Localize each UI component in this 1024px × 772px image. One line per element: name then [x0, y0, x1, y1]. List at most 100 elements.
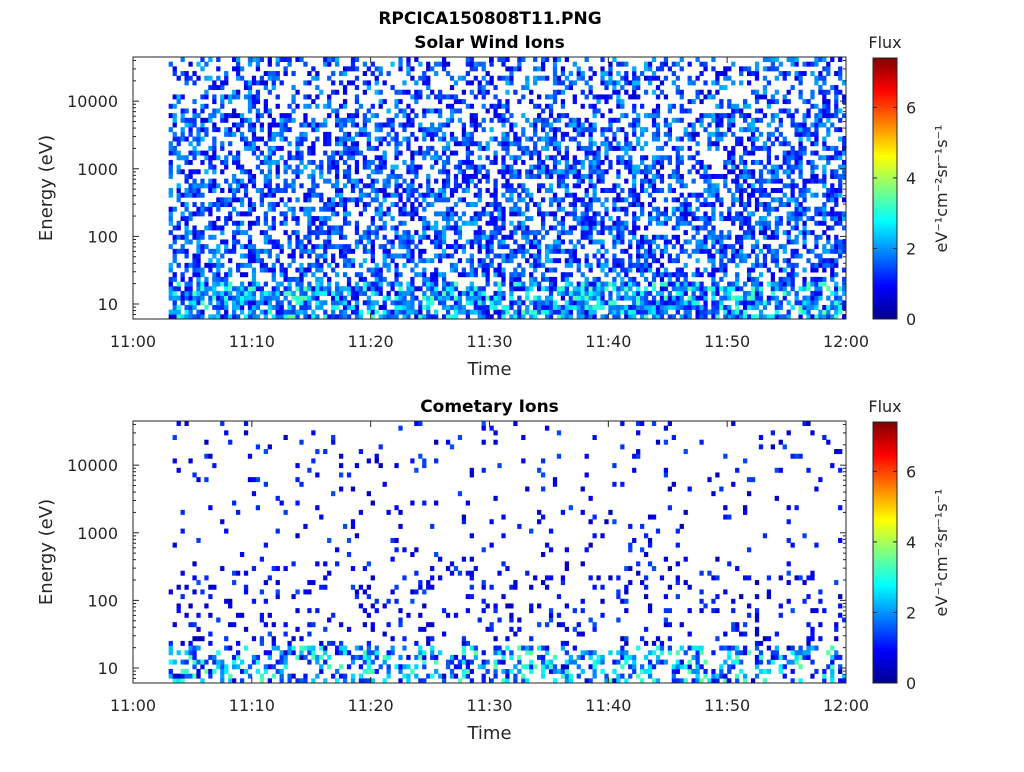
heatmap-cell [196, 76, 200, 81]
heatmap-cell [430, 239, 434, 244]
heatmap-cell [521, 188, 525, 193]
heatmap-cell [216, 216, 220, 221]
heatmap-cell [727, 286, 731, 291]
heatmap-cell [268, 71, 272, 76]
heatmap-cell [743, 151, 747, 156]
heatmap-cell [169, 151, 173, 156]
heatmap-cell [541, 127, 545, 132]
heatmap-cell [339, 296, 343, 301]
heatmap-cell [264, 291, 268, 296]
heatmap-cell [224, 165, 228, 170]
heatmap-cell [763, 66, 767, 71]
heatmap-cell [200, 183, 204, 188]
heatmap-cell [184, 650, 188, 655]
heatmap-cell [442, 277, 446, 282]
heatmap-cell [343, 66, 347, 71]
heatmap-cell [280, 80, 284, 85]
heatmap-cell [208, 188, 212, 193]
heatmap-cell [426, 179, 430, 184]
heatmap-cell [573, 207, 577, 212]
heatmap-cell [181, 216, 185, 221]
heatmap-cell [363, 282, 367, 287]
heatmap-cell [509, 80, 513, 85]
heatmap-cell [838, 155, 842, 160]
heatmap-cell [272, 146, 276, 151]
heatmap-cell [589, 141, 593, 146]
heatmap-cell [216, 225, 220, 230]
heatmap-cell [478, 80, 482, 85]
heatmap-cell [426, 80, 430, 85]
heatmap-cell [212, 296, 216, 301]
heatmap-cell [232, 235, 236, 240]
heatmap-cell [295, 221, 299, 226]
heatmap-cell [208, 160, 212, 165]
heatmap-cell [795, 296, 799, 301]
heatmap-cell [652, 258, 656, 263]
heatmap-cell [600, 174, 604, 179]
heatmap-cell [204, 155, 208, 160]
heatmap-cell [446, 282, 450, 287]
heatmap-cell [208, 207, 212, 212]
heatmap-cell [347, 179, 351, 184]
heatmap-cell [751, 193, 755, 198]
heatmap-cell [379, 99, 383, 104]
heatmap-cell [612, 132, 616, 137]
heatmap-cell [169, 669, 173, 674]
heatmap-cell [537, 104, 541, 109]
heatmap-cell [383, 310, 387, 315]
heatmap-cell [802, 197, 806, 202]
heatmap-cell [355, 296, 359, 301]
heatmap-cell [791, 282, 795, 287]
heatmap-cell [711, 174, 715, 179]
heatmap-cell [248, 141, 252, 146]
colorbar-tick-label: 2 [906, 239, 916, 258]
heatmap-cell [383, 155, 387, 160]
heatmap-cell [383, 211, 387, 216]
heatmap-cell [632, 169, 636, 174]
heatmap-cell [537, 239, 541, 244]
heatmap-cell [795, 160, 799, 165]
heatmap-cell [177, 608, 181, 613]
heatmap-cell [264, 249, 268, 254]
heatmap-cell [533, 174, 537, 179]
heatmap-cell [795, 221, 799, 226]
heatmap-cell [695, 169, 699, 174]
heatmap-cell [628, 282, 632, 287]
heatmap-cell [672, 71, 676, 76]
heatmap-cell [561, 230, 565, 235]
heatmap-cell [327, 160, 331, 165]
heatmap-cell [791, 305, 795, 310]
heatmap-cell [375, 137, 379, 142]
heatmap-cell [553, 239, 557, 244]
heatmap-cell [434, 244, 438, 249]
heatmap-cell [688, 169, 692, 174]
heatmap-cell [256, 165, 260, 170]
heatmap-cell [699, 249, 703, 254]
heatmap-cell [565, 155, 569, 160]
heatmap-cell [367, 282, 371, 287]
heatmap-cell [557, 286, 561, 291]
heatmap-cell [553, 137, 557, 142]
heatmap-cell [418, 127, 422, 132]
heatmap-cell [664, 155, 668, 160]
heatmap-cell [335, 151, 339, 156]
heatmap-cell [798, 80, 802, 85]
heatmap-cell [240, 118, 244, 123]
heatmap-cell [236, 239, 240, 244]
heatmap-cell [513, 272, 517, 277]
heatmap-cell [383, 254, 387, 259]
heatmap-cell [347, 151, 351, 156]
heatmap-cell [505, 137, 509, 142]
heatmap-cell [351, 263, 355, 268]
heatmap-cell [581, 230, 585, 235]
heatmap-cell [311, 310, 315, 315]
heatmap-cell [505, 188, 509, 193]
heatmap-cell [664, 296, 668, 301]
heatmap-cell [795, 249, 799, 254]
heatmap-cell [802, 71, 806, 76]
heatmap-cell [371, 113, 375, 118]
heatmap-cell [676, 62, 680, 67]
heatmap-cell [181, 277, 185, 282]
heatmap-cell [739, 211, 743, 216]
heatmap-cell [652, 76, 656, 81]
